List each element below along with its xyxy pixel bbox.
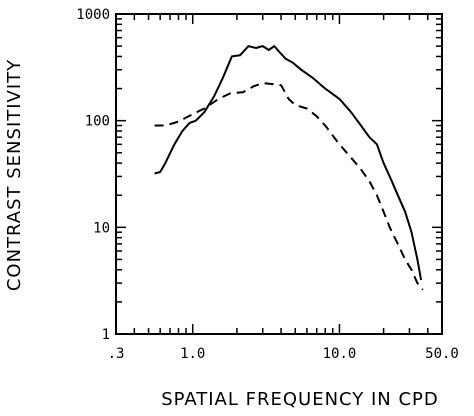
y-tick-label: 1 <box>102 327 110 343</box>
y-axis-title: CONTRAST SENSITIVITY <box>4 59 25 291</box>
series-line-dashed <box>154 82 424 291</box>
x-axis-title: SPATIAL FREQUENCY IN CPD <box>161 389 439 410</box>
series-group <box>154 45 424 291</box>
y-tick-label: 10 <box>93 220 110 236</box>
plot-frame <box>115 13 443 335</box>
x-tick-label: 1.0 <box>180 346 205 362</box>
y-tick-labels: 1 10 100 1000 <box>76 7 110 343</box>
y-tick-label: 100 <box>85 114 110 130</box>
x-tick-label: 50.0 <box>425 346 459 362</box>
x-tick-label: .3 <box>108 346 125 362</box>
series-line-solid <box>154 45 423 281</box>
x-tick-label: 10.0 <box>323 346 357 362</box>
x-tick-labels: .3 1.0 10.0 50.0 <box>108 346 459 362</box>
axis-ticks <box>115 14 443 335</box>
y-tick-label: 1000 <box>76 7 110 23</box>
